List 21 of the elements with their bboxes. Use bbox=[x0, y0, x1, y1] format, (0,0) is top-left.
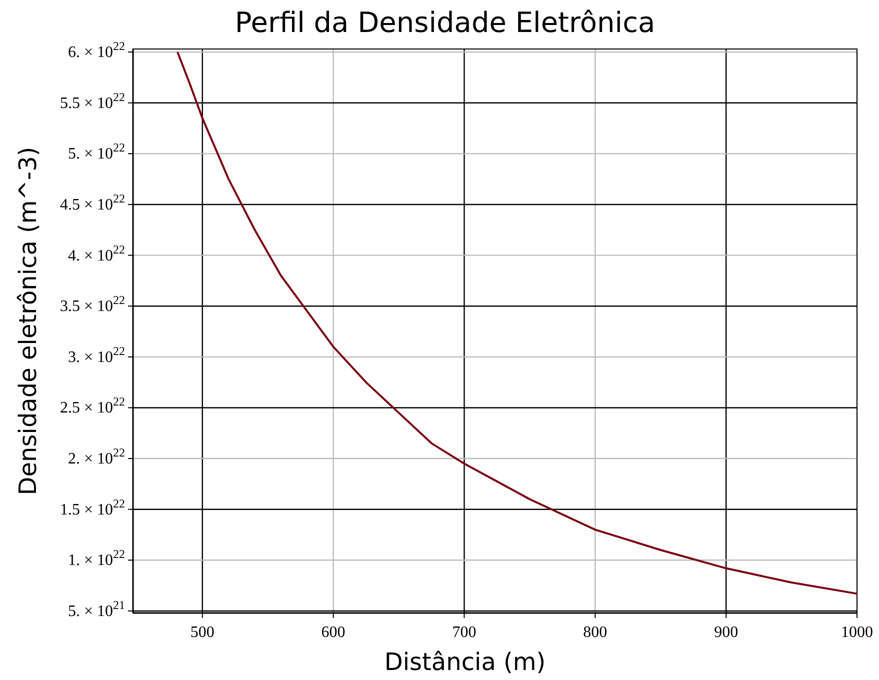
x-tick-label: 1000 bbox=[841, 624, 873, 641]
chart-title: Perfil da Densidade Eletrônica bbox=[234, 6, 656, 39]
y-tick-label: 5.5 × 10$^{22}$ bbox=[60, 90, 125, 112]
x-tick-label: 700 bbox=[452, 624, 476, 641]
x-tick-label: 500 bbox=[190, 624, 214, 641]
y-tick-label: 4. × 10$^{22}$ bbox=[68, 242, 125, 264]
y-tick-label: 2.5 × 10$^{22}$ bbox=[60, 394, 125, 417]
x-axis-title: Distância (m) bbox=[384, 648, 546, 676]
y-tick-label: 2. × 10$^{22}$ bbox=[68, 446, 125, 468]
y-tick-label: 1. × 10$^{22}$ bbox=[68, 547, 125, 570]
y-tick-label: 5. × 10$^{21}$ bbox=[68, 598, 125, 620]
x-tick-label: 800 bbox=[583, 624, 608, 641]
y-tick-label: 5. × 10$^{22}$ bbox=[68, 140, 125, 163]
y-tick-label: 6. × 10$^{22}$ bbox=[68, 39, 125, 62]
x-tick-label: 600 bbox=[321, 624, 346, 641]
y-tick-label: 3. × 10$^{22}$ bbox=[68, 344, 125, 366]
y-axis-title: Densidade eletrônica (m^-3) bbox=[14, 146, 42, 496]
y-tick-label: 1.5 × 10$^{22}$ bbox=[60, 496, 125, 518]
x-tick-label: 900 bbox=[714, 624, 738, 641]
y-tick-label: 4.5 × 10$^{22}$ bbox=[60, 191, 125, 214]
y-tick-label: 3.5 × 10$^{22}$ bbox=[60, 293, 125, 316]
